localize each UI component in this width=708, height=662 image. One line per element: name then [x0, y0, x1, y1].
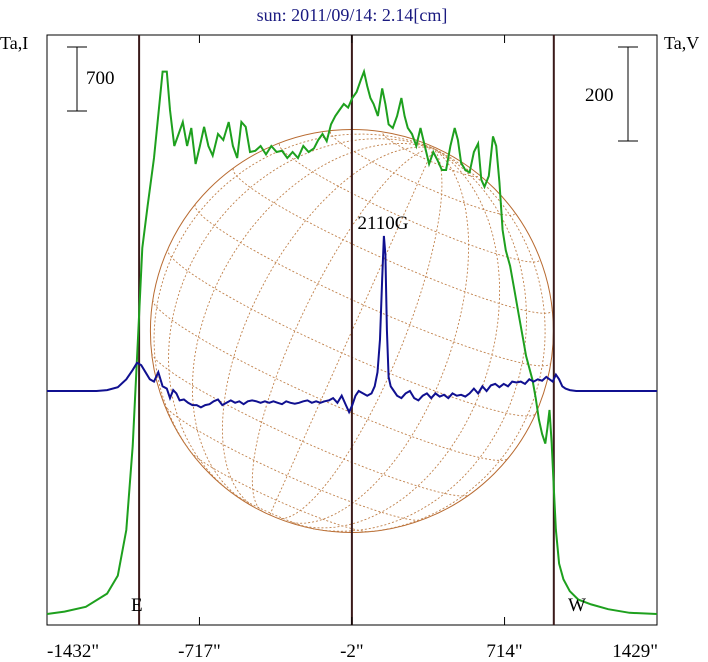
scale-bar-right-label: 200 — [585, 85, 614, 106]
annotation-2110g: 2110G — [357, 213, 408, 234]
scale-bar-left-label: 700 — [86, 68, 115, 89]
x-axis-ticks: -1432" -717" -2" 714" 1429" — [46, 35, 658, 662]
limb-label-east: E — [131, 595, 143, 616]
disk-latitude-line — [164, 404, 422, 521]
disk-latitude-line — [232, 168, 553, 314]
chart-title: sun: 2011/09/14: 2.14[cm] — [257, 5, 448, 25]
disk-longitude-line — [284, 147, 470, 524]
series-intensity-line — [46, 68, 658, 615]
limb-label-west: W — [568, 595, 586, 616]
scale-bar-left — [67, 46, 87, 112]
limb-markers — [138, 35, 555, 625]
x-tick-label: -717" — [178, 641, 221, 662]
disk-latitude-line — [151, 353, 469, 497]
disk-latitude-line — [190, 452, 369, 533]
disk-longitude-line — [168, 138, 434, 493]
disk-longitude-line — [297, 147, 501, 529]
disk-longitude-line — [222, 146, 434, 509]
disk-longitude-line — [191, 143, 434, 502]
x-tick-label: 714" — [486, 641, 522, 662]
x-tick-label: 1429" — [612, 641, 658, 662]
disk-longitude-line — [153, 133, 434, 461]
right-axis-label: Ta,V — [664, 33, 699, 53]
x-tick-label: -1432" — [47, 641, 99, 662]
disk-longitude-line — [251, 147, 434, 512]
left-axis-label: Ta,I — [0, 33, 28, 53]
x-tick-label: -2" — [340, 641, 364, 662]
disk-longitude-line — [269, 148, 434, 516]
disk-longitude-line — [277, 148, 443, 519]
disk-longitude-line — [313, 147, 527, 532]
series-polarization-line — [47, 235, 657, 415]
disk-latitude-line — [152, 300, 508, 461]
scale-bar-right — [618, 46, 638, 142]
disk-latitude-line — [194, 204, 552, 367]
